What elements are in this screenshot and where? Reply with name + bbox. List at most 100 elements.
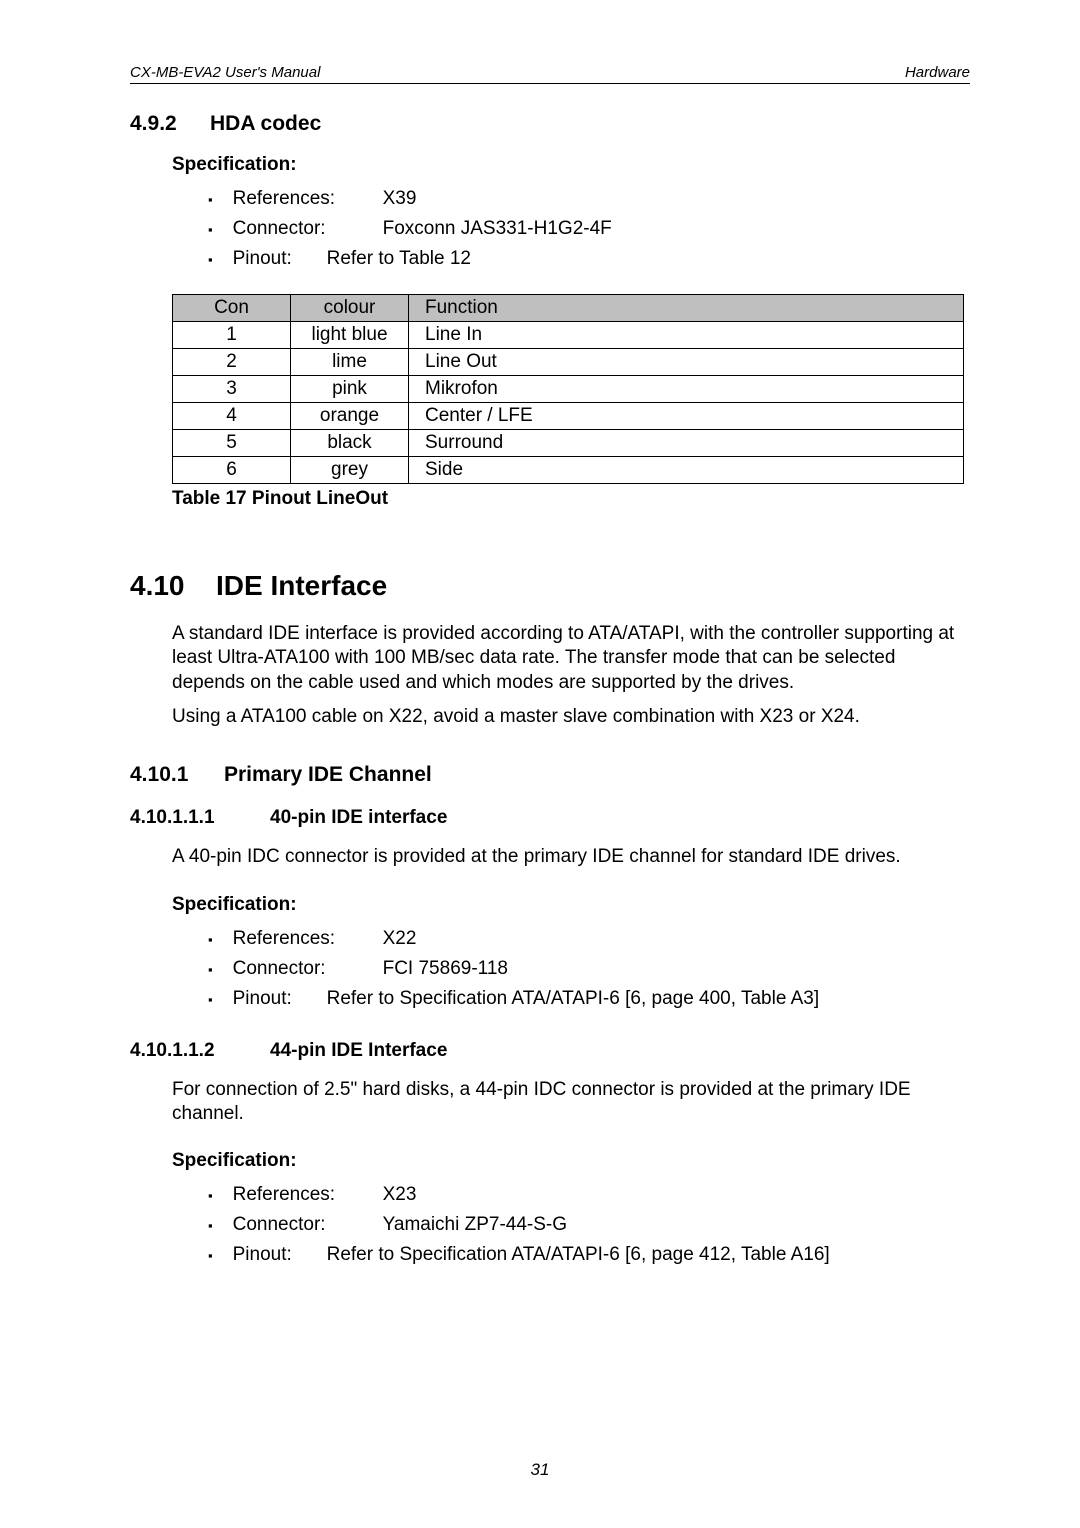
spec-value: FCI 75869-118 — [383, 958, 508, 980]
list-item: ▪ References:X22 — [208, 928, 970, 950]
table-row: 1light blueLine In — [173, 322, 964, 349]
heading-number: 4.10.1 — [130, 763, 224, 787]
bullet-icon: ▪ — [208, 962, 213, 977]
spec-value: Refer to Specification ATA/ATAPI-6 [6, p… — [327, 1244, 830, 1266]
spec-title: Specification: — [172, 1150, 970, 1172]
cell: orange — [291, 403, 409, 430]
paragraph: For connection of 2.5" hard disks, a 44-… — [172, 1078, 970, 1127]
bullet-icon: ▪ — [208, 932, 213, 947]
table-17-wrap: Con colour Function 1light blueLine In 2… — [172, 294, 970, 510]
spec-label: References: — [233, 928, 383, 950]
page-number: 31 — [0, 1460, 1080, 1480]
heading-4-9-2: 4.9.2HDA codec — [130, 112, 970, 136]
table-caption: Table 17 Pinout LineOut — [172, 488, 970, 510]
table-row: 6greySide — [173, 457, 964, 484]
cell: Surround — [409, 430, 964, 457]
cell: light blue — [291, 322, 409, 349]
cell: 6 — [173, 457, 291, 484]
table-row: 5blackSurround — [173, 430, 964, 457]
list-item: ▪ References:X23 — [208, 1184, 970, 1206]
running-header: CX-MB-EVA2 User's Manual Hardware — [130, 64, 970, 84]
bullet-icon: ▪ — [208, 1218, 213, 1233]
paragraph: Using a ATA100 cable on X22, avoid a mas… — [172, 705, 970, 729]
spec-list: ▪ References:X22 ▪ Connector:FCI 75869-118… — [208, 928, 970, 1010]
heading-4-10-1-1-2: 4.10.1.1.244-pin IDE Interface — [130, 1040, 970, 1062]
cell: Line Out — [409, 349, 964, 376]
paragraph: A standard IDE interface is provided acc… — [172, 622, 970, 695]
heading-number: 4.10.1.1.1 — [130, 807, 270, 829]
table-row: 3pinkMikrofon — [173, 376, 964, 403]
cell: pink — [291, 376, 409, 403]
spec-label: References: — [233, 1184, 383, 1206]
spec-value: Refer to Specification ATA/ATAPI-6 [6, p… — [327, 988, 820, 1010]
bullet-icon: ▪ — [208, 252, 213, 267]
spec-title: Specification: — [172, 154, 970, 176]
table-row: 4orangeCenter / LFE — [173, 403, 964, 430]
header-right: Hardware — [905, 64, 970, 81]
cell: Mikrofon — [409, 376, 964, 403]
col-function: Function — [409, 295, 964, 322]
spec-block-492: Specification: ▪ References:X39 ▪ Connecto… — [172, 154, 970, 270]
col-con: Con — [173, 295, 291, 322]
spec-label: References: — [233, 188, 383, 210]
list-item: ▪ Connector:Yamaichi ZP7-44-S-G — [208, 1214, 970, 1236]
table-body: 1light blueLine In 2limeLine Out 3pinkMi… — [173, 322, 964, 484]
heading-number: 4.10 — [130, 570, 216, 602]
table-17: Con colour Function 1light blueLine In 2… — [172, 294, 964, 484]
list-item: ▪ Connector:FCI 75869-118 — [208, 958, 970, 980]
list-item: ▪ Pinout:Refer to Table 12 — [208, 248, 970, 270]
heading-number: 4.9.2 — [130, 112, 210, 136]
table-row: 2limeLine Out — [173, 349, 964, 376]
spec-label: Connector: — [233, 1214, 383, 1236]
cell: Line In — [409, 322, 964, 349]
spec-value: X39 — [383, 188, 417, 210]
cell: 4 — [173, 403, 291, 430]
document-page: CX-MB-EVA2 User's Manual Hardware 4.9.2H… — [0, 0, 1080, 1314]
list-item: ▪ Pinout:Refer to Specification ATA/ATAPI… — [208, 1244, 970, 1266]
cell: Side — [409, 457, 964, 484]
cell: 3 — [173, 376, 291, 403]
heading-title: HDA codec — [210, 112, 321, 135]
spec-value: Yamaichi ZP7-44-S-G — [383, 1214, 567, 1236]
heading-title: 40-pin IDE interface — [270, 807, 447, 828]
cell: grey — [291, 457, 409, 484]
spec-label: Pinout: — [233, 248, 327, 270]
cell: Center / LFE — [409, 403, 964, 430]
spec-label: Pinout: — [233, 988, 327, 1010]
spec-title: Specification: — [172, 894, 970, 916]
heading-number: 4.10.1.1.2 — [130, 1040, 270, 1062]
cell: 2 — [173, 349, 291, 376]
list-item: ▪ Connector:Foxconn JAS331-H1G2-4F — [208, 218, 970, 240]
heading-title: Primary IDE Channel — [224, 763, 432, 786]
bullet-icon: ▪ — [208, 222, 213, 237]
heading-title: IDE Interface — [216, 570, 387, 601]
col-colour: colour — [291, 295, 409, 322]
spec-label: Pinout: — [233, 1244, 327, 1266]
spec-value: Refer to Table 12 — [327, 248, 471, 270]
list-item: ▪ References:X39 — [208, 188, 970, 210]
heading-4-10-1-1-1: 4.10.1.1.140-pin IDE interface — [130, 807, 970, 829]
paragraph: A 40-pin IDC connector is provided at th… — [172, 845, 970, 869]
cell: 5 — [173, 430, 291, 457]
header-left: CX-MB-EVA2 User's Manual — [130, 64, 320, 81]
table-head: Con colour Function — [173, 295, 964, 322]
bullet-icon: ▪ — [208, 1248, 213, 1263]
cell: lime — [291, 349, 409, 376]
bullet-icon: ▪ — [208, 1188, 213, 1203]
bullet-icon: ▪ — [208, 992, 213, 1007]
cell: black — [291, 430, 409, 457]
spec-list: ▪ References:X23 ▪ Connector:Yamaichi ZP7-… — [208, 1184, 970, 1266]
table-header-row: Con colour Function — [173, 295, 964, 322]
spec-value: X23 — [383, 1184, 417, 1206]
heading-4-10-1: 4.10.1Primary IDE Channel — [130, 763, 970, 787]
spec-label: Connector: — [233, 958, 383, 980]
heading-title: 44-pin IDE Interface — [270, 1040, 447, 1061]
spec-value: Foxconn JAS331-H1G2-4F — [383, 218, 612, 240]
spec-block-410111: Specification: ▪ References:X22 ▪ Connecto… — [172, 894, 970, 1010]
bullet-icon: ▪ — [208, 192, 213, 207]
list-item: ▪ Pinout:Refer to Specification ATA/ATAPI… — [208, 988, 970, 1010]
heading-4-10: 4.10IDE Interface — [130, 570, 970, 602]
spec-label: Connector: — [233, 218, 383, 240]
cell: 1 — [173, 322, 291, 349]
spec-value: X22 — [383, 928, 417, 950]
